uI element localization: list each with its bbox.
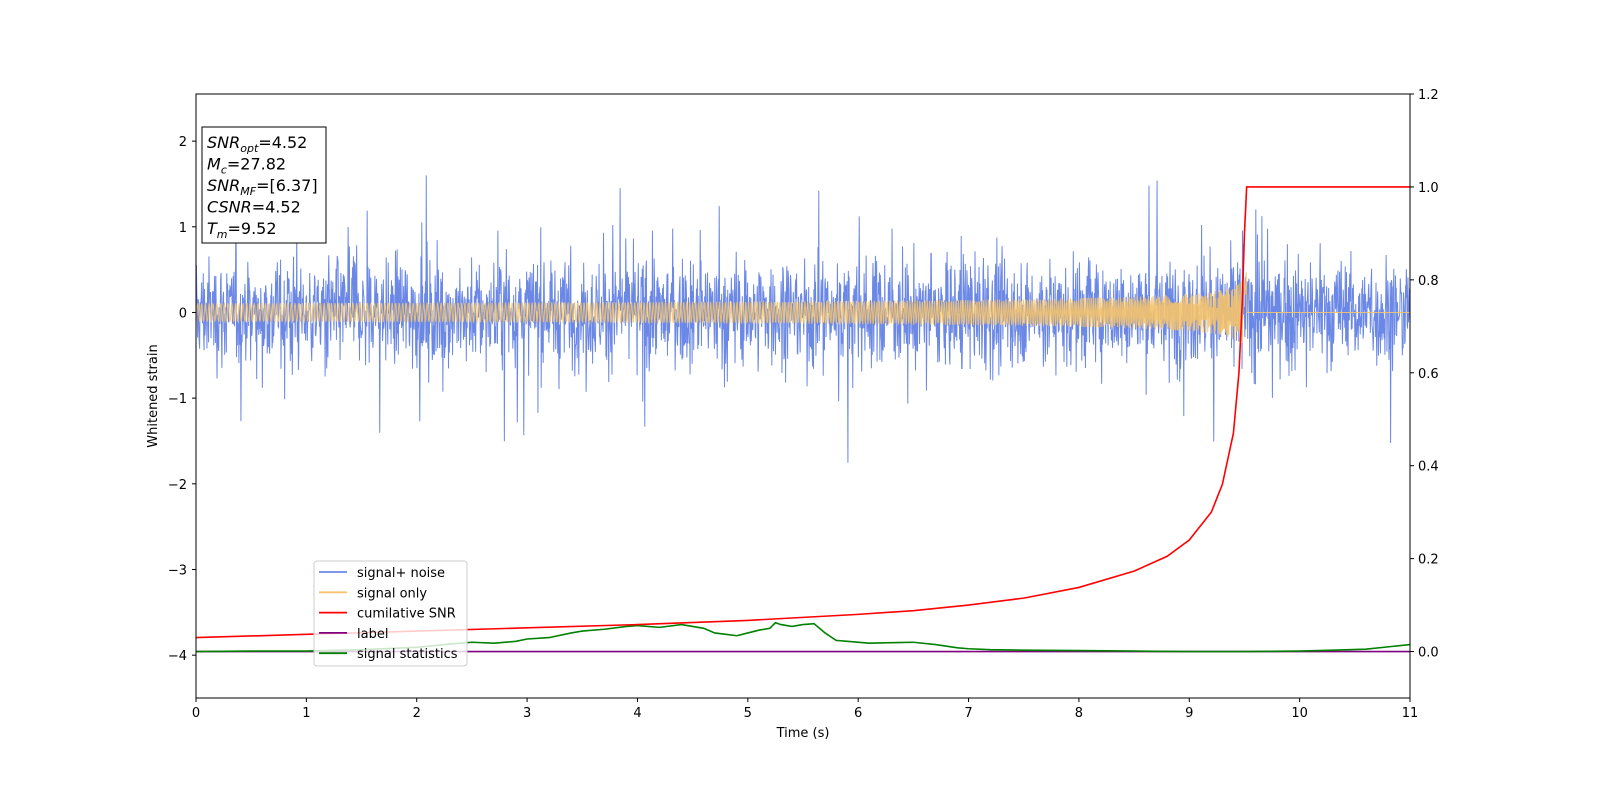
x-tick-label: 7: [964, 706, 972, 721]
x-tick-label: 4: [633, 706, 641, 721]
info-line: Tm=9.52: [207, 219, 277, 241]
x-tick-label: 11: [1402, 706, 1419, 721]
x-axis-label: Time (s): [776, 726, 830, 741]
y-right-tick-label: 1.2: [1418, 88, 1439, 103]
y-right-tick-label: 0.6: [1418, 367, 1439, 382]
x-tick-label: 9: [1185, 706, 1193, 721]
y-right-tick-label: 1.0: [1418, 181, 1439, 196]
x-tick-label: 8: [1075, 706, 1083, 721]
legend-frame: [313, 560, 468, 667]
axes-frame: [195, 93, 1411, 699]
y-left-tick-label: −1: [168, 392, 187, 407]
x-tick-label: 3: [523, 706, 531, 721]
y-axis-label: Whitened strain: [146, 344, 161, 447]
info-line: SNRMF=[6.37]: [207, 176, 318, 198]
legend-label: signal+ noise: [357, 566, 445, 581]
info-box: SNRopt=4.52Mc=27.82SNRMF=[6.37]CSNR=4.52…: [201, 126, 327, 244]
legend: signal+ noise signal only cumilative SNR la…: [313, 560, 468, 667]
y-right-tick-label: 0.4: [1418, 460, 1439, 475]
series-signal-only-line: [196, 272, 1410, 344]
legend-label: signal only: [357, 586, 427, 601]
legend-label: label: [357, 627, 388, 642]
x-axis: 0 1 2 3 4 5 6 7 8 9 10 11: [192, 698, 1418, 721]
info-box-frame: [201, 126, 327, 244]
y-left-tick-label: 2: [179, 135, 187, 150]
y-left-tick-label: −3: [168, 563, 187, 578]
y-left-tick-label: −4: [168, 649, 187, 664]
x-tick-label: 5: [744, 706, 752, 721]
legend-label: cumilative SNR: [357, 607, 456, 622]
y-right-tick-label: 0.2: [1418, 553, 1439, 568]
info-line: Mc=27.82: [207, 155, 286, 177]
series-cumulative-snr-line: [196, 186, 1410, 639]
y-right-tick-label: 0.0: [1418, 646, 1439, 661]
y-left-tick-label: −2: [168, 478, 187, 493]
x-tick-label: 0: [192, 706, 200, 721]
series-signal-statistics-line: [196, 621, 1410, 653]
x-tick-label: 1: [302, 706, 310, 721]
y-left-tick-label: 1: [179, 221, 187, 236]
info-line: SNRopt=4.52: [207, 133, 307, 155]
y-axis-right: 0.0 0.2 0.4 0.6 0.8 1.0 1.2: [1410, 88, 1439, 661]
y-axis-left: −4 −3 −2 −1 0 1 2: [168, 135, 196, 664]
x-tick-label: 2: [413, 706, 421, 721]
x-tick-label: 6: [854, 706, 862, 721]
y-left-tick-label: 0: [179, 306, 187, 321]
legend-label: signal statistics: [357, 647, 458, 662]
y-right-tick-label: 0.8: [1418, 274, 1439, 289]
x-tick-label: 10: [1291, 706, 1308, 721]
info-line: CSNR=4.52: [207, 198, 301, 217]
